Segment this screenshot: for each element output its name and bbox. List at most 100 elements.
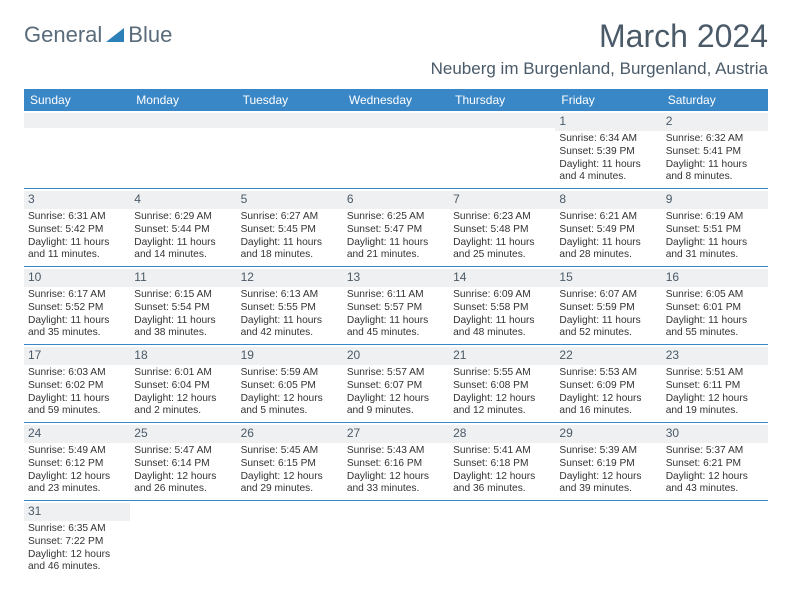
daylight-text: Daylight: 11 hours and 35 minutes. bbox=[28, 315, 126, 341]
day-cell: 21 Sunrise: 5:55 AMSunset: 6:08 PMDayligh… bbox=[449, 345, 555, 422]
daylight-text: Daylight: 11 hours and 55 minutes. bbox=[666, 315, 764, 341]
day-cell: 1Sunrise: 6:34 AMSunset: 5:39 PMDaylight… bbox=[555, 111, 661, 188]
daynum-strip: 21 bbox=[449, 347, 555, 365]
week-row: 24Sunrise: 5:49 AMSunset: 6:12 PMDayligh… bbox=[24, 423, 768, 501]
sunrise-text: Sunrise: 6:19 AM bbox=[666, 211, 764, 224]
day-body: Sunrise: 6:15 AMSunset: 5:54 PMDaylight:… bbox=[134, 289, 232, 340]
day-cell: 4Sunrise: 6:29 AMSunset: 5:44 PMDaylight… bbox=[130, 189, 236, 266]
day-cell: 7Sunrise: 6:23 AMSunset: 5:48 PMDaylight… bbox=[449, 189, 555, 266]
daynum-strip: 2 bbox=[662, 113, 768, 131]
day-cell: 31Sunrise: 6:35 AMSunset: 7:22 PMDayligh… bbox=[24, 501, 130, 578]
daynum-strip: 22 bbox=[555, 347, 661, 365]
day-number: 25 bbox=[134, 426, 232, 441]
daylight-text: Daylight: 11 hours and 45 minutes. bbox=[347, 315, 445, 341]
sunrise-text: Sunrise: 5:37 AM bbox=[666, 445, 764, 458]
day-cell: 27Sunrise: 5:43 AMSunset: 6:16 PMDayligh… bbox=[343, 423, 449, 500]
sunrise-text: Sunrise: 6:29 AM bbox=[134, 211, 232, 224]
daylight-text: Daylight: 11 hours and 59 minutes. bbox=[28, 393, 126, 419]
daynum-strip: 15 bbox=[555, 269, 661, 287]
daynum-strip bbox=[343, 113, 449, 128]
day-number: 7 bbox=[453, 192, 551, 207]
day-body: Sunrise: 5:53 AMSunset: 6:09 PMDaylight:… bbox=[559, 367, 657, 418]
day-cell: 3Sunrise: 6:31 AMSunset: 5:42 PMDaylight… bbox=[24, 189, 130, 266]
day-body: Sunrise: 5:49 AMSunset: 6:12 PMDaylight:… bbox=[28, 445, 126, 496]
day-body: Sunrise: 6:32 AMSunset: 5:41 PMDaylight:… bbox=[666, 133, 764, 184]
sunrise-text: Sunrise: 5:43 AM bbox=[347, 445, 445, 458]
day-number: 19 bbox=[241, 348, 339, 363]
location-label: Neuberg im Burgenland, Burgenland, Austr… bbox=[431, 59, 768, 79]
day-cell bbox=[662, 501, 768, 578]
day-number: 26 bbox=[241, 426, 339, 441]
day-body: Sunrise: 5:51 AMSunset: 6:11 PMDaylight:… bbox=[666, 367, 764, 418]
daynum-strip: 18 bbox=[130, 347, 236, 365]
sunset-text: Sunset: 5:44 PM bbox=[134, 224, 232, 237]
day-cell: 29Sunrise: 5:39 AMSunset: 6:19 PMDayligh… bbox=[555, 423, 661, 500]
daynum-strip: 25 bbox=[130, 425, 236, 443]
sunrise-text: Sunrise: 5:59 AM bbox=[241, 367, 339, 380]
daynum-strip: 16 bbox=[662, 269, 768, 287]
daylight-text: Daylight: 12 hours and 39 minutes. bbox=[559, 471, 657, 497]
weekday-label: Friday bbox=[555, 89, 661, 111]
daylight-text: Daylight: 12 hours and 19 minutes. bbox=[666, 393, 764, 419]
daylight-text: Daylight: 12 hours and 33 minutes. bbox=[347, 471, 445, 497]
sunset-text: Sunset: 6:05 PM bbox=[241, 380, 339, 393]
day-number: 21 bbox=[453, 348, 551, 363]
day-cell: 9Sunrise: 6:19 AMSunset: 5:51 PMDaylight… bbox=[662, 189, 768, 266]
day-cell: 14Sunrise: 6:09 AMSunset: 5:58 PMDayligh… bbox=[449, 267, 555, 344]
sail-icon bbox=[104, 26, 126, 44]
sunrise-text: Sunrise: 5:39 AM bbox=[559, 445, 657, 458]
sunrise-text: Sunrise: 5:45 AM bbox=[241, 445, 339, 458]
day-cell bbox=[237, 111, 343, 188]
daynum-strip: 23 bbox=[662, 347, 768, 365]
weeks-container: 1Sunrise: 6:34 AMSunset: 5:39 PMDaylight… bbox=[24, 111, 768, 578]
day-cell bbox=[343, 111, 449, 188]
daylight-text: Daylight: 11 hours and 25 minutes. bbox=[453, 237, 551, 263]
sunset-text: Sunset: 6:18 PM bbox=[453, 458, 551, 471]
day-number: 15 bbox=[559, 270, 657, 285]
daynum-strip: 30 bbox=[662, 425, 768, 443]
header: General Blue March 2024 Neuberg im Burge… bbox=[24, 18, 768, 79]
sunset-text: Sunset: 5:41 PM bbox=[666, 146, 764, 159]
sunset-text: Sunset: 6:21 PM bbox=[666, 458, 764, 471]
sunrise-text: Sunrise: 6:25 AM bbox=[347, 211, 445, 224]
sunrise-text: Sunrise: 6:17 AM bbox=[28, 289, 126, 302]
day-cell: 26Sunrise: 5:45 AMSunset: 6:15 PMDayligh… bbox=[237, 423, 343, 500]
day-cell: 23 Sunrise: 5:51 AMSunset: 6:11 PMDayligh… bbox=[662, 345, 768, 422]
daylight-text: Daylight: 12 hours and 36 minutes. bbox=[453, 471, 551, 497]
day-number: 31 bbox=[28, 504, 126, 519]
day-body: Sunrise: 5:55 AMSunset: 6:08 PMDaylight:… bbox=[453, 367, 551, 418]
day-cell: 18Sunrise: 6:01 AMSunset: 6:04 PMDayligh… bbox=[130, 345, 236, 422]
daynum-strip: 12 bbox=[237, 269, 343, 287]
day-cell: 8Sunrise: 6:21 AMSunset: 5:49 PMDaylight… bbox=[555, 189, 661, 266]
daylight-text: Daylight: 12 hours and 23 minutes. bbox=[28, 471, 126, 497]
sunset-text: Sunset: 5:55 PM bbox=[241, 302, 339, 315]
sunrise-text: Sunrise: 5:49 AM bbox=[28, 445, 126, 458]
day-number: 10 bbox=[28, 270, 126, 285]
daynum-strip: 6 bbox=[343, 191, 449, 209]
sunrise-text: Sunrise: 5:55 AM bbox=[453, 367, 551, 380]
daylight-text: Daylight: 12 hours and 29 minutes. bbox=[241, 471, 339, 497]
daynum-strip: 29 bbox=[555, 425, 661, 443]
sunrise-text: Sunrise: 5:53 AM bbox=[559, 367, 657, 380]
sunrise-text: Sunrise: 6:34 AM bbox=[559, 133, 657, 146]
day-cell: 30Sunrise: 5:37 AMSunset: 6:21 PMDayligh… bbox=[662, 423, 768, 500]
sunrise-text: Sunrise: 6:05 AM bbox=[666, 289, 764, 302]
sunset-text: Sunset: 6:14 PM bbox=[134, 458, 232, 471]
day-number: 30 bbox=[666, 426, 764, 441]
sunrise-text: Sunrise: 6:32 AM bbox=[666, 133, 764, 146]
day-body: Sunrise: 6:17 AMSunset: 5:52 PMDaylight:… bbox=[28, 289, 126, 340]
sunrise-text: Sunrise: 6:31 AM bbox=[28, 211, 126, 224]
daynum-strip: 14 bbox=[449, 269, 555, 287]
weekday-label: Tuesday bbox=[237, 89, 343, 111]
daynum-strip bbox=[449, 113, 555, 128]
day-cell: 11Sunrise: 6:15 AMSunset: 5:54 PMDayligh… bbox=[130, 267, 236, 344]
sunrise-text: Sunrise: 6:27 AM bbox=[241, 211, 339, 224]
daynum-strip bbox=[24, 113, 130, 128]
sunset-text: Sunset: 7:22 PM bbox=[28, 536, 126, 549]
sunset-text: Sunset: 5:52 PM bbox=[28, 302, 126, 315]
daylight-text: Daylight: 11 hours and 18 minutes. bbox=[241, 237, 339, 263]
week-row: 3Sunrise: 6:31 AMSunset: 5:42 PMDaylight… bbox=[24, 189, 768, 267]
day-number: 18 bbox=[134, 348, 232, 363]
daylight-text: Daylight: 12 hours and 12 minutes. bbox=[453, 393, 551, 419]
day-body: Sunrise: 5:43 AMSunset: 6:16 PMDaylight:… bbox=[347, 445, 445, 496]
